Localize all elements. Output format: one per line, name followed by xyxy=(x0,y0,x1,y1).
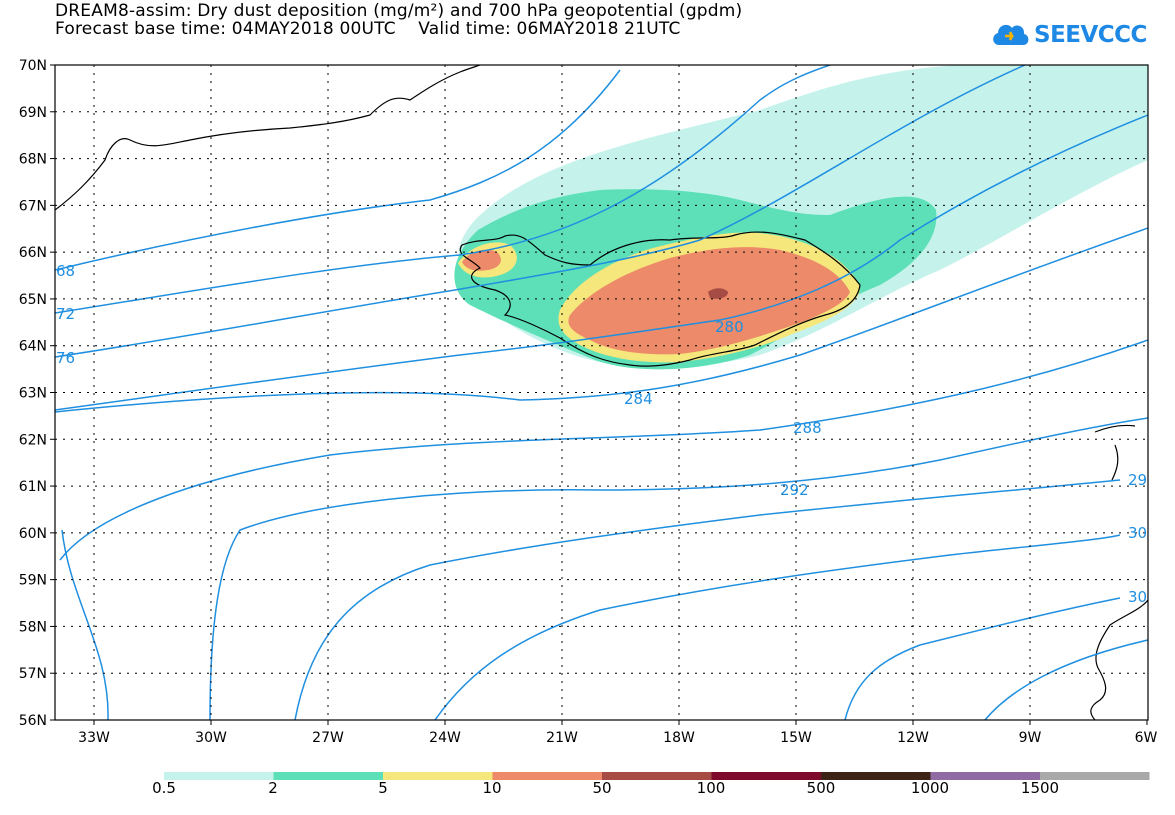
lat-label: 62N xyxy=(19,432,47,448)
lon-label: 18W xyxy=(663,730,695,746)
lat-label: 64N xyxy=(19,339,47,355)
lat-label: 61N xyxy=(19,479,47,495)
colorbar-label: 2 xyxy=(268,779,278,797)
dust-deposition-field xyxy=(454,65,1148,370)
contour-284 xyxy=(55,227,1148,413)
contour-292 xyxy=(61,529,109,720)
colorbar-swatch xyxy=(1040,772,1150,780)
contour-labels: 68 72 76 280 284 288 292 29 30 30 xyxy=(56,262,1147,606)
colorbar-swatch xyxy=(930,772,1040,780)
contour-304 xyxy=(844,597,1121,720)
logo-text: SEEVCCC xyxy=(1034,22,1147,48)
contour-label: 292 xyxy=(780,481,809,499)
contour-label: 72 xyxy=(56,305,75,323)
contour-label: 76 xyxy=(56,349,75,367)
contour-276 xyxy=(55,65,1026,358)
lon-label: 15W xyxy=(780,730,812,746)
geopotential-contours xyxy=(55,65,1148,720)
coastlines xyxy=(55,65,1148,720)
longitude-labels: 33W 30W 27W 24W 21W 18W 15W 12W 9W 6W xyxy=(78,730,1157,746)
lon-label: 12W xyxy=(897,730,929,746)
colorbar-swatch xyxy=(821,772,931,780)
iceland-coast xyxy=(459,231,861,367)
seevccc-logo: SEEVCCC xyxy=(990,18,1147,52)
contour-label: 30 xyxy=(1128,588,1147,606)
contour-272 xyxy=(55,65,831,314)
shetland-faroe-coast xyxy=(1094,424,1136,481)
lon-label: 6W xyxy=(1135,730,1158,746)
colorbar-swatch xyxy=(164,772,274,780)
greenland-coast xyxy=(55,65,481,211)
lon-label: 33W xyxy=(78,730,110,746)
contour-296 xyxy=(294,479,1121,720)
lat-label: 70N xyxy=(19,58,47,74)
lat-label: 59N xyxy=(19,573,47,589)
dust-band-10 xyxy=(568,247,850,355)
contour-300 xyxy=(434,534,1121,720)
lat-label: 56N xyxy=(19,713,47,729)
colorbar-label: 1500 xyxy=(1020,779,1060,797)
contour-label: 68 xyxy=(56,262,75,280)
colorbar-swatch xyxy=(602,772,712,780)
lat-label: 69N xyxy=(19,105,47,121)
lon-label: 21W xyxy=(546,730,578,746)
colorbar-label: 100 xyxy=(696,779,726,797)
contour-label: 284 xyxy=(624,390,653,408)
contour-label: 29 xyxy=(1128,471,1147,489)
lat-label: 58N xyxy=(19,619,47,635)
colorbar-swatch xyxy=(383,772,493,780)
colorbar-swatch xyxy=(711,772,821,780)
colorbar-swatch xyxy=(492,772,602,780)
forecast-times: Forecast base time: 04MAY2018 00UTC Vali… xyxy=(55,19,681,39)
lon-label: 27W xyxy=(312,730,344,746)
map-title: DREAM8-assim: Dry dust deposition (mg/m²… xyxy=(55,1,743,21)
lon-label: 9W xyxy=(1019,730,1042,746)
colorbar-label: 500 xyxy=(806,779,836,797)
contour-288 xyxy=(59,339,1148,561)
scotland-coast xyxy=(1090,599,1148,720)
lat-label: 67N xyxy=(19,198,47,214)
colorbar-label: 50 xyxy=(592,779,612,797)
dust-band-50 xyxy=(708,288,728,299)
contour-label: 30 xyxy=(1128,524,1147,542)
contour-292b xyxy=(209,417,1148,720)
axis-ticks xyxy=(50,64,1148,725)
colorbar-label: 1000 xyxy=(910,779,950,797)
contour-label: 288 xyxy=(793,419,822,437)
lat-label: 68N xyxy=(19,152,47,168)
contour-280 xyxy=(55,114,1148,411)
lon-label: 24W xyxy=(429,730,461,746)
colorbar-label: 5 xyxy=(378,779,388,797)
graticule xyxy=(55,65,1148,720)
colorbar-label: 0.5 xyxy=(152,779,176,797)
contour-label: 280 xyxy=(715,318,744,336)
cloud-icon xyxy=(993,24,1029,45)
lat-label: 60N xyxy=(19,526,47,542)
colorbar-label: 10 xyxy=(482,779,502,797)
contour-268 xyxy=(55,69,621,271)
lat-label: 57N xyxy=(19,666,47,682)
lat-label: 66N xyxy=(19,245,47,261)
lat-label: 63N xyxy=(19,386,47,402)
dust-band-10b xyxy=(462,249,501,271)
colorbar xyxy=(164,772,1150,780)
lat-label: 65N xyxy=(19,292,47,308)
colorbar-swatch xyxy=(273,772,383,780)
latitude-labels: 70N 69N 68N 67N 66N 65N 64N 63N 62N 61N 60N 59N 58N 5… xyxy=(19,58,47,729)
contour-308 xyxy=(984,639,1148,720)
lon-label: 30W xyxy=(195,730,227,746)
